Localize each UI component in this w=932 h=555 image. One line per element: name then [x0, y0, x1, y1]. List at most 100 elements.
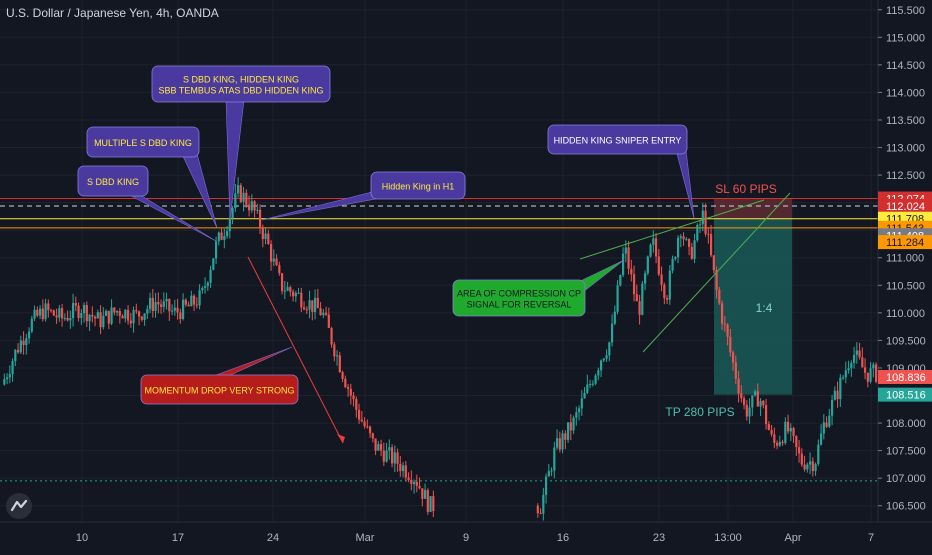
candle-body — [833, 390, 836, 400]
candle-body — [102, 315, 105, 328]
candle-body — [272, 258, 275, 262]
price-tick-label: 106.500 — [886, 501, 926, 513]
candle-body — [800, 453, 803, 465]
candle-body — [311, 300, 314, 313]
callout-s-dbd-king[interactable]: S DBD KING — [77, 165, 217, 242]
candle-body — [137, 311, 141, 317]
candle-body — [679, 236, 682, 238]
candle-body — [330, 327, 333, 345]
candle-body — [385, 450, 388, 462]
candle-body — [170, 310, 174, 312]
candle-body — [319, 308, 322, 316]
candle-body — [275, 258, 278, 266]
candle-body — [858, 350, 861, 358]
candle-body — [294, 292, 297, 297]
zone-layer — [0, 198, 878, 482]
candle-body — [550, 470, 553, 472]
candle-body — [555, 438, 559, 448]
candle-body — [135, 310, 138, 312]
candle-body — [344, 378, 347, 388]
callout-text: S DBD KING, HIDDEN KING — [183, 75, 299, 85]
callout-tail — [179, 149, 218, 229]
time-tick-label: 23 — [653, 532, 665, 544]
candle-body — [751, 395, 754, 408]
candle-body — [632, 274, 636, 295]
candle-body — [96, 312, 99, 319]
candle-body — [58, 308, 61, 318]
candle-body — [635, 294, 638, 302]
candle-body — [77, 305, 80, 318]
candle-body — [126, 309, 130, 321]
callout-text: MOMENTUM DROP VERY STRONG — [144, 386, 294, 396]
candle-body — [278, 265, 281, 274]
candle-body — [85, 305, 88, 322]
price-tick-label: 108.000 — [886, 418, 926, 430]
candle-body — [176, 307, 179, 313]
candle-body — [129, 320, 132, 324]
candle-body — [536, 505, 539, 514]
price-tick-label: 109.500 — [886, 335, 926, 347]
candle-body — [368, 426, 372, 434]
candle-body — [539, 513, 542, 515]
candle-body — [773, 434, 776, 443]
candle-body — [621, 253, 625, 276]
candle-body — [25, 338, 28, 346]
price-tick-label: 115.000 — [886, 32, 925, 44]
price-axis: 115.500 115.000 114.500 114.000 113.500 113.0… — [877, 0, 932, 522]
callout-text: HIDDEN KING SNIPER ENTRY — [554, 136, 682, 146]
candle-body — [410, 479, 413, 485]
price-tick-label: 112.500 — [886, 170, 925, 182]
price-tag — [878, 235, 932, 250]
candle-body — [206, 282, 209, 287]
price-tick-label: 107.000 — [886, 473, 926, 485]
price-axis-bg — [878, 0, 932, 522]
candle-body — [597, 370, 600, 376]
momentum-arrow-line — [247, 256, 344, 444]
candle-body — [415, 481, 418, 486]
price-tick-label: 107.500 — [886, 446, 926, 458]
candle-body — [850, 362, 853, 369]
candle-body — [52, 310, 55, 316]
candle-body — [613, 311, 616, 324]
candle-body — [33, 309, 36, 319]
candle-body — [825, 422, 828, 427]
candle-body — [583, 392, 586, 399]
candle-body — [817, 444, 820, 464]
momentum-arrow-head — [337, 434, 345, 443]
candle-body — [146, 308, 149, 314]
callout-tail — [119, 189, 217, 242]
candle-body — [38, 308, 42, 316]
callout-hidden-king-h1[interactable]: Hidden King in H1 — [261, 171, 466, 221]
price-tick-label: 114.000 — [886, 87, 925, 99]
candle-body — [723, 323, 726, 325]
candle-body — [811, 461, 814, 472]
candle-body — [418, 485, 421, 489]
candle-body — [429, 496, 432, 512]
candle-body — [784, 421, 787, 444]
candle-body — [544, 476, 548, 495]
price-tag — [878, 387, 932, 402]
candle-body — [778, 441, 781, 446]
candle-body — [676, 237, 680, 258]
candle-body — [374, 438, 377, 451]
candle-body — [830, 399, 834, 416]
candle-body — [71, 302, 75, 319]
candle-body — [668, 270, 671, 300]
candle-body — [671, 259, 674, 271]
callout-hidden-king-sniper[interactable]: HIDDEN KING SNIPER ENTRY — [547, 124, 695, 219]
candle-body — [569, 422, 572, 431]
candle-body — [401, 465, 405, 472]
callout-momentum-drop[interactable]: MOMENTUM DROP VERY STRONG — [140, 346, 299, 405]
tradingview-logo-icon[interactable] — [6, 493, 32, 519]
candle-body — [140, 316, 143, 320]
candle-body — [407, 477, 410, 480]
candle-body — [806, 464, 809, 470]
callout-box — [77, 165, 149, 197]
callout-multiple-s-dbd-king[interactable]: MULTIPLE S DBD KING — [86, 126, 218, 229]
candle-body — [346, 387, 350, 389]
